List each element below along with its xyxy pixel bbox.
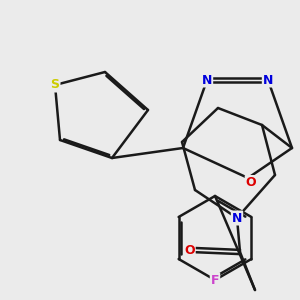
Text: F: F xyxy=(211,274,219,286)
Text: S: S xyxy=(50,79,59,92)
Text: O: O xyxy=(184,244,195,256)
Text: N: N xyxy=(202,74,212,86)
Text: N: N xyxy=(232,212,242,224)
Text: N: N xyxy=(263,74,273,86)
Text: O: O xyxy=(246,176,256,189)
